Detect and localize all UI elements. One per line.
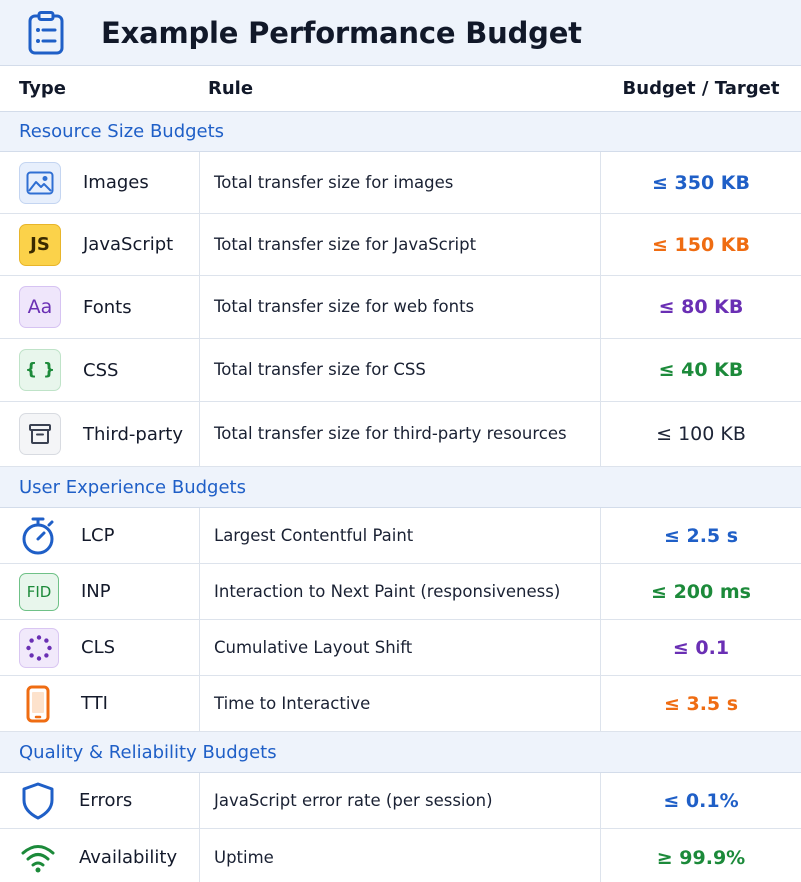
rule-cell: Cumulative Layout Shift: [200, 620, 601, 675]
budget-value: ≤ 150 KB: [651, 233, 750, 256]
column-header-type: Type: [19, 78, 66, 99]
fid-icon: FID: [19, 572, 59, 611]
budget-value: ≤ 100 KB: [656, 423, 746, 445]
table-row: Third-party Total transfer size for thir…: [0, 402, 801, 467]
type-cell: Availability: [0, 829, 200, 882]
type-label: Images: [83, 172, 149, 193]
budget-value: ≤ 40 KB: [658, 359, 744, 381]
budget-value: ≤ 200 ms: [651, 580, 751, 603]
type-label: LCP: [81, 525, 115, 546]
wifi-icon: [17, 837, 59, 879]
table-row: JS JavaScript Total transfer size for Ja…: [0, 214, 801, 276]
rule-cell: Total transfer size for third-party reso…: [200, 402, 601, 466]
column-header-rule: Rule: [208, 78, 254, 99]
type-cell: TTI: [0, 676, 200, 731]
javascript-icon: JS: [19, 223, 61, 266]
type-label: INP: [81, 581, 111, 602]
rule-cell: Uptime: [200, 829, 601, 882]
rule-cell: JavaScript error rate (per session): [200, 773, 601, 828]
package-icon: [19, 413, 61, 455]
type-label: JavaScript: [83, 234, 174, 255]
css-braces-icon: { }: [19, 349, 61, 391]
budget-value: ≤ 0.1%: [663, 789, 739, 812]
rule-cell: Interaction to Next Paint (responsivenes…: [200, 564, 601, 619]
table-row: LCP Largest Contentful Paint ≤ 2.5 s: [0, 508, 801, 564]
budget-value: ≤ 350 KB: [651, 171, 750, 194]
rule-cell: Time to Interactive: [200, 676, 601, 731]
rule-cell: Largest Contentful Paint: [200, 508, 601, 563]
rule-cell: Total transfer size for CSS: [200, 339, 601, 401]
type-cell: Aa Fonts: [0, 276, 200, 338]
column-header-budget: Budget / Target: [622, 78, 780, 99]
table-row: FID INP Interaction to Next Paint (respo…: [0, 564, 801, 620]
section-header-ux: User Experience Budgets: [0, 467, 801, 508]
type-label: Availability: [79, 847, 178, 868]
type-cell: { } CSS: [0, 339, 200, 401]
budget-value: ≤ 80 KB: [658, 296, 744, 318]
type-cell: FID INP: [0, 564, 200, 619]
table-row: TTI Time to Interactive ≤ 3.5 s: [0, 676, 801, 732]
type-cell: Images: [0, 152, 200, 213]
budget-value: ≤ 0.1: [672, 636, 730, 659]
stopwatch-icon: [17, 515, 59, 557]
type-cell: Third-party: [0, 402, 200, 466]
rule-cell: Total transfer size for images: [200, 152, 601, 213]
table-row: Images Total transfer size for images ≤ …: [0, 152, 801, 214]
shield-icon: [17, 780, 59, 822]
clipboard-list-icon: [27, 10, 65, 56]
type-label: Errors: [79, 790, 133, 811]
type-label: Third-party: [83, 423, 183, 445]
table-row: Availability Uptime ≥ 99.9%: [0, 829, 801, 882]
type-label: CLS: [81, 637, 116, 658]
image-icon: [19, 161, 61, 204]
type-cell: Errors: [0, 773, 200, 828]
budget-value: ≥ 99.9%: [656, 846, 746, 869]
budget-value: ≤ 2.5 s: [663, 524, 739, 547]
table-row: CLS Cumulative Layout Shift ≤ 0.1: [0, 620, 801, 676]
section-header-resource: Resource Size Budgets: [0, 112, 801, 152]
font-icon: Aa: [19, 286, 61, 328]
column-headers: Type Rule Budget / Target: [0, 66, 801, 112]
budget-value: ≤ 3.5 s: [663, 692, 739, 715]
section-header-quality: Quality & Reliability Budgets: [0, 732, 801, 773]
type-label: CSS: [83, 359, 119, 381]
type-label: TTI: [81, 693, 108, 714]
table-row: { } CSS Total transfer size for CSS ≤ 40…: [0, 339, 801, 402]
type-cell: LCP: [0, 508, 200, 563]
table-row: Aa Fonts Total transfer size for web fon…: [0, 276, 801, 339]
dotted-circle-icon: [19, 627, 59, 668]
rule-cell: Total transfer size for web fonts: [200, 276, 601, 338]
page-title: Example Performance Budget: [101, 15, 582, 50]
mobile-phone-icon: [17, 683, 59, 725]
type-cell: JS JavaScript: [0, 214, 200, 275]
table-row: Errors JavaScript error rate (per sessio…: [0, 773, 801, 829]
page-header: Example Performance Budget: [0, 0, 801, 66]
rule-cell: Total transfer size for JavaScript: [200, 214, 601, 275]
type-label: Fonts: [83, 296, 132, 318]
type-cell: CLS: [0, 620, 200, 675]
